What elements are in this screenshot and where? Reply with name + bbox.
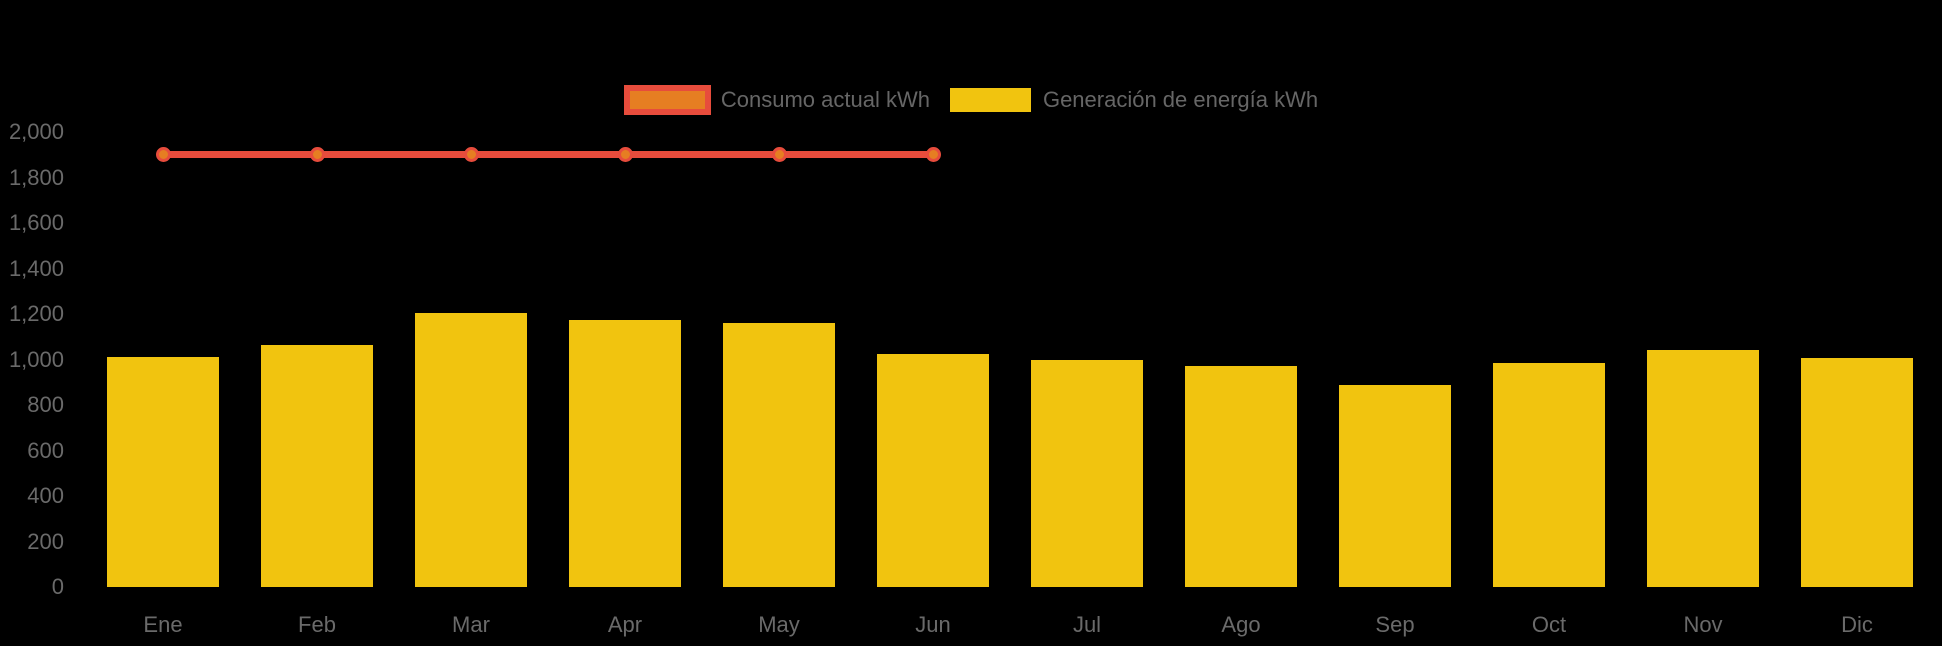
line-point-may — [771, 147, 787, 163]
bar-jul — [1031, 359, 1143, 587]
line-point-mar — [463, 147, 479, 163]
x-label-dic: Dic — [1841, 612, 1873, 637]
y-tick-label-1000: 1,000 — [8, 346, 64, 372]
y-tick-label-1200: 1,200 — [8, 301, 64, 326]
chart-legend: Consumo actual kWh Generación de energía… — [0, 84, 1942, 116]
y-tick-label-400: 400 — [27, 483, 64, 508]
y-tick-label-800: 800 — [27, 392, 64, 417]
bar-ago — [1185, 366, 1297, 587]
x-label-jun: Jun — [915, 612, 951, 637]
line-point-feb — [309, 147, 325, 163]
line-point-jun — [925, 147, 941, 163]
bar-ene — [107, 357, 219, 587]
x-label-jul: Jul — [1072, 612, 1102, 637]
x-label-ago: Ago — [1221, 612, 1261, 637]
consumo-line — [163, 151, 933, 159]
legend-label-consumo: Consumo actual kWh — [720, 87, 930, 112]
bar-apr — [569, 319, 681, 587]
y-tick-label-1800: 1,800 — [8, 164, 64, 190]
generacion-swatch-icon — [949, 88, 1031, 112]
bar-may — [723, 323, 835, 587]
bar-dic — [1801, 358, 1913, 587]
bar-mar — [415, 312, 527, 587]
bar-sep — [1339, 384, 1451, 587]
bar-nov — [1647, 350, 1759, 587]
x-label-ene: Ene — [143, 612, 183, 637]
bar-feb — [261, 344, 373, 587]
y-tick-label-2000: 2,000 — [8, 119, 64, 144]
bar-jun — [877, 353, 989, 587]
x-label-apr: Apr — [607, 612, 643, 637]
x-label-feb: Feb — [298, 612, 336, 637]
legend-label-generacion: Generación de energía kWh — [1042, 87, 1319, 112]
y-tick-label-200: 200 — [27, 528, 64, 554]
x-label-mar: Mar — [452, 612, 490, 637]
y-tick-label-1600: 1,600 — [8, 210, 64, 235]
line-point-apr — [617, 147, 633, 163]
y-tick-label-1400: 1,400 — [8, 255, 64, 281]
x-label-oct: Oct — [1531, 612, 1567, 637]
legend-item-generacion[interactable]: Generación de energía kWh — [949, 87, 1319, 113]
x-label-nov: Nov — [1683, 612, 1723, 637]
legend-item-consumo[interactable]: Consumo actual kWh — [623, 85, 930, 115]
bar-oct — [1493, 362, 1605, 587]
line-point-ene — [155, 147, 171, 163]
x-label-sep: Sep — [1375, 612, 1415, 637]
y-tick-label-0: 0 — [51, 574, 64, 599]
consumo-swatch-icon — [623, 85, 711, 115]
x-label-may: May — [758, 612, 800, 637]
y-tick-label-600: 600 — [27, 437, 64, 463]
